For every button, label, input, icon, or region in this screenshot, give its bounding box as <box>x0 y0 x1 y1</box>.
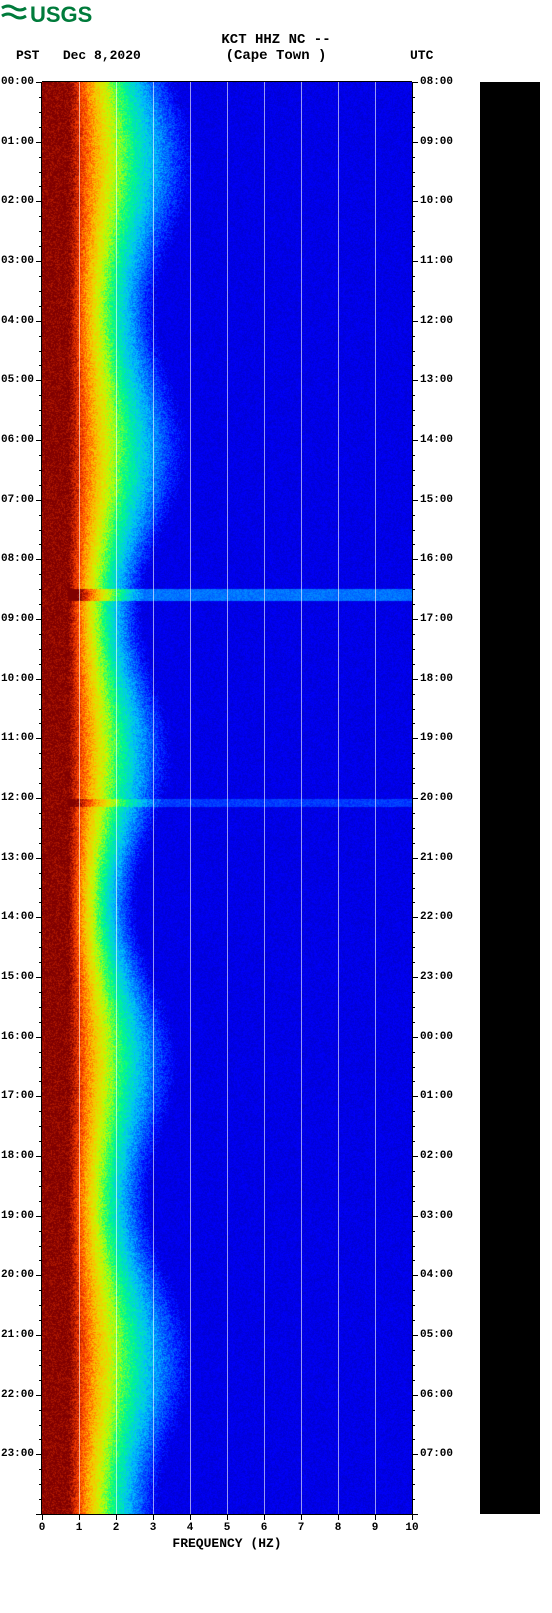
x-tick-label: 3 <box>150 1522 157 1534</box>
left-tick-label: 11:00 <box>1 732 34 744</box>
right-tick-label: 02:00 <box>420 1150 453 1162</box>
x-tick-label: 9 <box>372 1522 379 1534</box>
pst-text: PST <box>16 48 39 63</box>
frequency-axis-label: FREQUENCY (HZ) <box>42 1536 412 1551</box>
left-tick-label: 21:00 <box>1 1329 34 1341</box>
x-tick-label: 0 <box>39 1522 46 1534</box>
left-tick-label: 02:00 <box>1 195 34 207</box>
frequency-axis: FREQUENCY (HZ) 012345678910 <box>42 1514 412 1544</box>
right-tick-label: 18:00 <box>420 673 453 685</box>
gridline <box>375 82 376 1514</box>
gridline <box>79 82 80 1514</box>
left-tick-label: 00:00 <box>1 76 34 88</box>
right-tick-label: 03:00 <box>420 1210 453 1222</box>
gridline <box>301 82 302 1514</box>
left-tick-label: 03:00 <box>1 255 34 267</box>
left-tick-label: 22:00 <box>1 1389 34 1401</box>
right-tick-label: 14:00 <box>420 434 453 446</box>
x-tick-label: 1 <box>76 1522 83 1534</box>
left-tick-label: 06:00 <box>1 434 34 446</box>
colorbar <box>480 82 540 1514</box>
left-tick-label: 04:00 <box>1 315 34 327</box>
x-tick-label: 8 <box>335 1522 342 1534</box>
left-tick-label: 13:00 <box>1 852 34 864</box>
x-tick-label: 7 <box>298 1522 305 1534</box>
right-tick-label: 17:00 <box>420 613 453 625</box>
left-tick-label: 18:00 <box>1 1150 34 1162</box>
left-tick-label: 10:00 <box>1 673 34 685</box>
x-tick-label: 4 <box>187 1522 194 1534</box>
left-tick-label: 20:00 <box>1 1269 34 1281</box>
gridline <box>338 82 339 1514</box>
left-tick-label: 23:00 <box>1 1448 34 1460</box>
gridline <box>264 82 265 1514</box>
right-tick-label: 16:00 <box>420 553 453 565</box>
right-tick-label: 21:00 <box>420 852 453 864</box>
x-tick-label: 2 <box>113 1522 120 1534</box>
right-tick-label: 05:00 <box>420 1329 453 1341</box>
left-tick-label: 17:00 <box>1 1090 34 1102</box>
x-tick-label: 10 <box>405 1522 418 1534</box>
right-tick-label: 08:00 <box>420 76 453 88</box>
page-root: USGS KCT HHZ NC -- (Cape Town ) PST Dec … <box>0 0 552 1613</box>
gridline <box>190 82 191 1514</box>
x-tick-label: 5 <box>224 1522 231 1534</box>
right-tick-label: 20:00 <box>420 792 453 804</box>
left-tick-label: 01:00 <box>1 136 34 148</box>
svg-text:USGS: USGS <box>30 2 92 27</box>
right-tick-label: 22:00 <box>420 911 453 923</box>
right-tick-label: 23:00 <box>420 971 453 983</box>
left-tick-label: 08:00 <box>1 553 34 565</box>
gridline <box>153 82 154 1514</box>
right-tick-label: 09:00 <box>420 136 453 148</box>
right-tick-label: 11:00 <box>420 255 453 267</box>
left-tick-label: 15:00 <box>1 971 34 983</box>
left-tick-label: 14:00 <box>1 911 34 923</box>
right-tick-label: 10:00 <box>420 195 453 207</box>
right-tick-label: 07:00 <box>420 1448 453 1460</box>
left-tick-label: 07:00 <box>1 494 34 506</box>
gridline <box>227 82 228 1514</box>
date-text: Dec 8,2020 <box>63 48 141 63</box>
right-time-axis: 08:0009:0010:0011:0012:0013:0014:0015:00… <box>412 82 472 1514</box>
left-tick-label: 05:00 <box>1 374 34 386</box>
right-tick-label: 00:00 <box>420 1031 453 1043</box>
left-tick-label: 09:00 <box>1 613 34 625</box>
spectrogram-plot <box>42 82 412 1514</box>
right-tick-label: 04:00 <box>420 1269 453 1281</box>
right-tick-label: 15:00 <box>420 494 453 506</box>
pst-date-label: PST Dec 8,2020 <box>16 48 141 63</box>
utc-text: UTC <box>410 48 433 63</box>
right-tick-label: 13:00 <box>420 374 453 386</box>
right-tick-label: 19:00 <box>420 732 453 744</box>
title-line1: KCT HHZ NC -- <box>0 32 552 48</box>
right-tick-label: 12:00 <box>420 315 453 327</box>
usgs-logo: USGS <box>0 0 100 28</box>
left-tick-label: 16:00 <box>1 1031 34 1043</box>
left-time-axis: 00:0001:0002:0003:0004:0005:0006:0007:00… <box>0 82 42 1514</box>
right-tick-label: 01:00 <box>420 1090 453 1102</box>
gridline <box>116 82 117 1514</box>
left-tick-label: 19:00 <box>1 1210 34 1222</box>
x-tick-label: 6 <box>261 1522 268 1534</box>
left-tick-label: 12:00 <box>1 792 34 804</box>
right-tick-label: 06:00 <box>420 1389 453 1401</box>
